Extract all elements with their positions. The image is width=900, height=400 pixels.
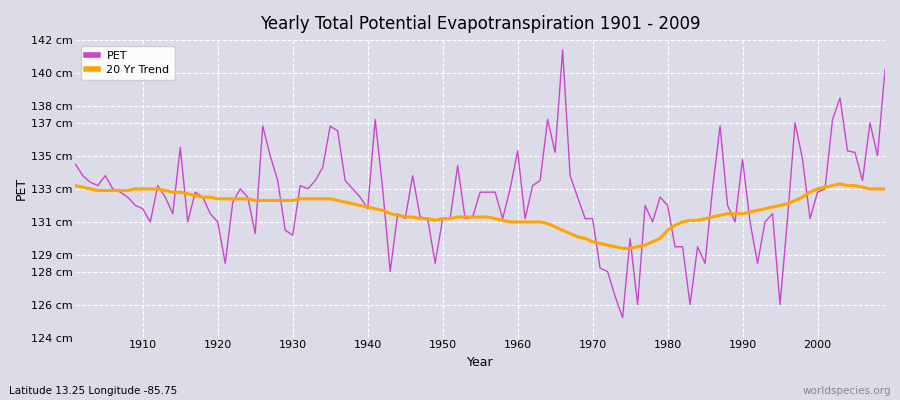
- PET: [295, 183, 306, 188]
- PET: [505, 186, 516, 191]
- PET: [557, 48, 568, 52]
- 20 Yr Trend: [617, 246, 628, 251]
- 20 Yr Trend: [879, 186, 890, 191]
- 20 Yr Trend: [340, 200, 351, 204]
- 20 Yr Trend: [505, 220, 516, 224]
- PET: [512, 148, 523, 153]
- 20 Yr Trend: [602, 243, 613, 248]
- PET: [609, 294, 620, 299]
- 20 Yr Trend: [295, 196, 306, 201]
- PET: [340, 178, 351, 183]
- 20 Yr Trend: [834, 182, 845, 186]
- Y-axis label: PET: PET: [15, 177, 28, 200]
- X-axis label: Year: Year: [467, 356, 493, 369]
- 20 Yr Trend: [70, 183, 81, 188]
- Title: Yearly Total Potential Evapotranspiration 1901 - 2009: Yearly Total Potential Evapotranspiratio…: [260, 15, 700, 33]
- Text: worldspecies.org: worldspecies.org: [803, 386, 891, 396]
- 20 Yr Trend: [130, 186, 140, 191]
- PET: [879, 68, 890, 72]
- Line: PET: PET: [76, 50, 885, 318]
- PET: [617, 316, 628, 320]
- PET: [70, 162, 81, 166]
- 20 Yr Trend: [512, 220, 523, 224]
- Text: Latitude 13.25 Longitude -85.75: Latitude 13.25 Longitude -85.75: [9, 386, 177, 396]
- Legend: PET, 20 Yr Trend: PET, 20 Yr Trend: [81, 46, 176, 80]
- PET: [130, 203, 140, 208]
- Line: 20 Yr Trend: 20 Yr Trend: [76, 184, 885, 248]
